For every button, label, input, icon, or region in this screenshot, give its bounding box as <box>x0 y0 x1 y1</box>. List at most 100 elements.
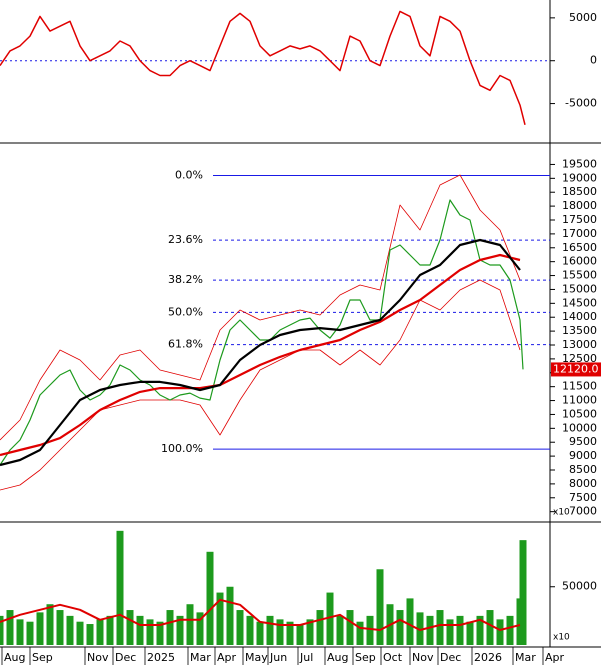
volume-bar <box>366 615 374 645</box>
volume-bar <box>296 624 304 645</box>
volume-bar <box>316 610 324 645</box>
volume-bar <box>416 612 424 645</box>
volume-bar <box>336 615 344 645</box>
fibonacci-label: 38.2% <box>168 273 203 286</box>
volume-bar <box>116 530 124 645</box>
x-tick-label: Dec <box>440 651 461 664</box>
volume-bar <box>226 586 234 645</box>
volume-bar <box>286 621 294 645</box>
volume-bar <box>216 592 224 645</box>
volume-bar <box>266 615 274 645</box>
volume-bar <box>436 610 444 645</box>
series-line <box>0 199 524 466</box>
x-tick-label: Aug <box>4 651 25 664</box>
x-tick-label: May <box>245 651 268 664</box>
y-tick-label: 18000 <box>562 199 597 212</box>
y-tick-label: 10000 <box>562 421 597 434</box>
volume-bar <box>126 610 134 645</box>
x-tick-label: Mar <box>515 651 536 664</box>
volume-bar <box>376 569 384 645</box>
y-tick-label: 18500 <box>562 185 597 198</box>
volume-bar <box>36 612 44 645</box>
unit-label: x10 <box>553 508 570 518</box>
y-tick-label: 9500 <box>569 435 597 448</box>
volume-bar <box>0 615 4 645</box>
series-line <box>0 253 521 457</box>
y-tick-label: 15500 <box>562 269 597 282</box>
x-tick-label: Jun <box>269 651 287 664</box>
volume-bar <box>496 619 504 645</box>
current-price-box <box>551 362 601 377</box>
volume-bar <box>46 604 54 645</box>
fibonacci-label: 50.0% <box>168 305 203 318</box>
volume-bar <box>136 615 144 645</box>
y-tick-label: 11500 <box>562 380 597 393</box>
y-tick-label: 16000 <box>562 255 597 268</box>
x-tick-label: 2025 <box>147 651 175 664</box>
volume-bar <box>236 610 244 645</box>
volume-bar <box>16 619 24 645</box>
fibonacci-label: 61.8% <box>168 338 203 351</box>
y-tick-label: 8500 <box>569 463 597 476</box>
y-tick-label: 8000 <box>569 477 597 490</box>
volume-bar <box>276 619 284 645</box>
x-tick-label: Nov <box>412 651 434 664</box>
volume-bar <box>96 619 104 645</box>
y-tick-label: 19500 <box>562 157 597 170</box>
volume-bar <box>76 621 84 645</box>
volume-bar <box>356 621 364 645</box>
y-tick-label: 14000 <box>562 310 597 323</box>
volume-bar <box>86 624 94 645</box>
x-tick-label: Apr <box>545 651 565 664</box>
volume-bar <box>519 540 527 645</box>
y-tick-label: 7000 <box>569 505 597 518</box>
volume-bar <box>186 604 194 645</box>
y-tick-label: 13000 <box>562 338 597 351</box>
volume-bar <box>426 615 434 645</box>
volume-bar <box>246 615 254 645</box>
fibonacci-label: 23.6% <box>168 233 203 246</box>
x-tick-label: Sep <box>32 651 53 664</box>
volume-bar <box>346 610 354 645</box>
volume-bar <box>156 621 164 645</box>
y-tick-label: 9000 <box>569 449 597 462</box>
series-line <box>0 10 526 125</box>
y-tick-label: 50000 <box>562 580 597 593</box>
volume-bar <box>446 619 454 645</box>
volume-average-line <box>0 598 521 631</box>
y-tick-label: -5000 <box>565 97 597 110</box>
x-tick-label: Dec <box>115 651 136 664</box>
y-tick-label: 17500 <box>562 213 597 226</box>
x-tick-label: 2026 <box>474 651 502 664</box>
volume-bar <box>106 615 114 645</box>
fibonacci-label: 100.0% <box>161 442 203 455</box>
x-tick-label: Sep <box>355 651 376 664</box>
volume-bar <box>326 592 334 645</box>
series-line <box>0 174 521 441</box>
volume-bar <box>396 610 404 645</box>
fibonacci-label: 0.0% <box>175 169 203 182</box>
volume-bar <box>506 615 514 645</box>
x-tick-label: Oct <box>383 651 403 664</box>
y-tick-label: 0 <box>590 54 597 67</box>
y-tick-label: 10500 <box>562 407 597 420</box>
y-tick-label: 7500 <box>569 491 597 504</box>
volume-bar <box>486 610 494 645</box>
volume-bar <box>56 610 64 645</box>
volume-bar <box>196 612 204 645</box>
y-tick-label: 19000 <box>562 171 597 184</box>
current-price-label: 12120.0 <box>553 362 599 375</box>
volume-bar <box>146 619 154 645</box>
volume-bar <box>256 621 264 645</box>
y-tick-label: 17000 <box>562 227 597 240</box>
x-tick-label: Mar <box>190 651 211 664</box>
volume-bar <box>166 610 174 645</box>
volume-bar <box>466 621 474 645</box>
volume-bar <box>206 551 214 645</box>
volume-bar <box>476 615 484 645</box>
y-tick-label: 16500 <box>562 241 597 254</box>
y-tick-label: 14500 <box>562 296 597 309</box>
